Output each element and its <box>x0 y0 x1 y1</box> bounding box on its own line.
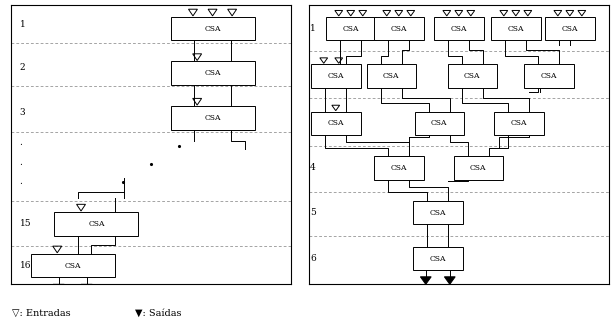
Text: CSA: CSA <box>429 255 446 262</box>
Text: CSA: CSA <box>510 119 527 127</box>
Text: 1: 1 <box>310 24 316 33</box>
Polygon shape <box>445 277 455 284</box>
Text: 6: 6 <box>310 254 316 263</box>
Text: CSA: CSA <box>65 261 81 270</box>
Text: 5: 5 <box>310 208 316 217</box>
Text: .: . <box>20 177 22 186</box>
Bar <box>367 64 416 88</box>
Text: CSA: CSA <box>464 72 480 80</box>
Bar <box>434 17 483 40</box>
Text: .: . <box>20 138 22 147</box>
Text: CSA: CSA <box>470 164 486 172</box>
Text: .: . <box>20 158 22 167</box>
Text: CSA: CSA <box>391 164 407 172</box>
Text: 3: 3 <box>20 108 25 117</box>
Bar <box>453 156 503 180</box>
Bar <box>311 64 360 88</box>
Bar <box>545 17 595 40</box>
Text: CSA: CSA <box>429 209 446 216</box>
Polygon shape <box>421 277 431 284</box>
Text: 4: 4 <box>310 163 316 172</box>
Polygon shape <box>81 284 92 293</box>
Text: ▼: Saídas: ▼: Saídas <box>135 308 182 318</box>
Bar <box>494 111 544 135</box>
Text: CSA: CSA <box>328 119 344 127</box>
Text: CSA: CSA <box>541 72 557 80</box>
Bar <box>413 247 462 270</box>
Text: 2: 2 <box>20 63 25 72</box>
Text: 16: 16 <box>20 261 31 270</box>
Bar <box>326 17 376 40</box>
Bar <box>55 212 138 236</box>
Text: CSA: CSA <box>391 24 407 33</box>
Text: CSA: CSA <box>451 24 467 33</box>
Bar <box>31 254 114 277</box>
Bar <box>491 17 541 40</box>
Bar <box>374 156 424 180</box>
Text: 1: 1 <box>20 20 25 29</box>
Bar <box>170 61 255 85</box>
Text: CSA: CSA <box>204 24 221 33</box>
Bar <box>170 106 255 130</box>
Bar <box>415 111 464 135</box>
Text: CSA: CSA <box>88 220 105 228</box>
Polygon shape <box>53 284 64 293</box>
Bar <box>413 201 462 224</box>
Text: 15: 15 <box>20 219 31 228</box>
Text: CSA: CSA <box>204 114 221 122</box>
Bar <box>448 64 497 88</box>
Bar <box>311 111 360 135</box>
Text: CSA: CSA <box>431 119 448 127</box>
Bar <box>170 17 255 40</box>
Text: CSA: CSA <box>343 24 359 33</box>
Bar <box>524 64 574 88</box>
Bar <box>374 17 424 40</box>
Text: CSA: CSA <box>204 69 221 77</box>
Text: CSA: CSA <box>328 72 344 80</box>
Text: 2: 2 <box>310 71 316 81</box>
Text: CSA: CSA <box>507 24 524 33</box>
Text: 3: 3 <box>310 119 316 128</box>
Text: CSA: CSA <box>561 24 578 33</box>
Text: ▽: Entradas: ▽: Entradas <box>12 308 71 318</box>
Text: CSA: CSA <box>383 72 400 80</box>
